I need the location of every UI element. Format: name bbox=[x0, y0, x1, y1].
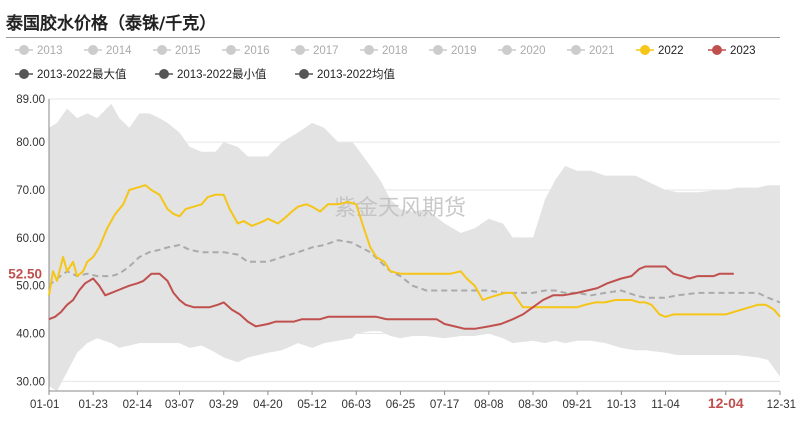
legend-marker-dot bbox=[159, 69, 169, 79]
legend-marker-dot bbox=[19, 45, 29, 55]
x-tick-label: 04-20 bbox=[253, 399, 282, 411]
y-axis: 89.00 80.00 70.00 60.00 50.00 40.00 30.00 bbox=[16, 94, 50, 391]
title-divider bbox=[6, 37, 780, 38]
legend-label: 2016 bbox=[244, 45, 270, 57]
legend-label: 2019 bbox=[451, 45, 477, 57]
legend-marker-dot bbox=[157, 45, 167, 55]
legend-label: 2013-2022最大值 bbox=[37, 67, 127, 81]
y-tick-label: 80.00 bbox=[16, 137, 45, 149]
legend-label: 2014 bbox=[106, 45, 132, 57]
legend-item: 2020 bbox=[498, 45, 546, 57]
legend-label: 2017 bbox=[313, 45, 339, 57]
x-tick-label: 07-17 bbox=[430, 399, 459, 411]
last-value-label: 52.50 bbox=[8, 267, 42, 282]
x-tick-label: 10-13 bbox=[607, 399, 636, 411]
legend-marker-dot bbox=[299, 69, 309, 79]
legend-label: 2013 bbox=[37, 45, 63, 57]
legend-item: 2021 bbox=[567, 45, 615, 57]
range-band-max-min bbox=[49, 103, 780, 392]
legend-item: 2013-2022最大值 bbox=[15, 67, 127, 81]
legend-marker-dot bbox=[571, 45, 581, 55]
legend-label: 2013-2022最小值 bbox=[177, 68, 267, 81]
series-2022-line bbox=[48, 184, 781, 318]
x-axis: 01-01 01-23 02-14 03-07 03-29 04-20 05-12 06-03… bbox=[30, 391, 796, 411]
x-tick-label: 01-01 bbox=[30, 399, 59, 411]
series-mean-line bbox=[48, 239, 781, 304]
x-tick-label: 09-21 bbox=[562, 399, 591, 411]
x-tick-label: 06-25 bbox=[386, 399, 415, 411]
y-tick-label: 50.00 bbox=[16, 281, 45, 293]
legend-marker-dot bbox=[226, 45, 236, 55]
series-2023-line bbox=[48, 265, 734, 330]
legend-item: 2013 bbox=[15, 45, 63, 57]
legend-item: 2019 bbox=[429, 45, 477, 57]
legend-marker-dot bbox=[295, 45, 305, 55]
legend-label: 2020 bbox=[520, 45, 546, 57]
y-tick-label: 60.00 bbox=[16, 233, 45, 245]
legend-marker-dot bbox=[433, 45, 443, 55]
legend-item: 2017 bbox=[291, 45, 339, 57]
legend-label: 2018 bbox=[382, 45, 408, 57]
legend-marker-dot bbox=[502, 45, 512, 55]
legend-label: 2021 bbox=[589, 45, 615, 57]
legend-item: 2016 bbox=[222, 45, 270, 57]
x-tick-label: 06-03 bbox=[342, 399, 371, 411]
legend-item: 2014 bbox=[84, 45, 132, 57]
legend-marker-dot bbox=[712, 45, 722, 55]
legend-label: 2013-2022均值 bbox=[317, 68, 395, 81]
series-lines bbox=[48, 184, 781, 330]
legend: 2013 2014 2015 2016 2017 2018 2019 2020 2021 2022… bbox=[15, 45, 756, 81]
legend-item: 2013-2022最小值 bbox=[155, 68, 267, 81]
legend-item: 2022 bbox=[636, 45, 684, 57]
legend-marker-dot bbox=[364, 45, 374, 55]
x-tick-label: 02-14 bbox=[123, 399, 153, 411]
y-tick-label: 70.00 bbox=[16, 185, 45, 197]
last-value-text: 52.50 bbox=[8, 267, 42, 282]
legend-item: 2013-2022均值 bbox=[295, 68, 395, 81]
watermark: 紫金天风期货 bbox=[334, 196, 466, 221]
x-tick-label: 08-30 bbox=[518, 399, 547, 411]
x-tick-label: 05-12 bbox=[297, 399, 326, 411]
x-tick-label: 08-08 bbox=[474, 399, 503, 411]
x-tick-label-highlight: 12-04 bbox=[708, 395, 744, 411]
x-tick-label: 03-07 bbox=[165, 399, 194, 411]
x-tick-label: 12-31 bbox=[767, 399, 796, 411]
x-tick-label: 11-04 bbox=[651, 399, 680, 411]
legend-item: 2018 bbox=[360, 45, 408, 57]
x-tick-label: 01-23 bbox=[78, 399, 107, 411]
chart-title: 泰国胶水价格（泰铢/千克） bbox=[6, 14, 217, 34]
legend-label: 2022 bbox=[658, 45, 684, 57]
legend-marker-dot bbox=[19, 69, 29, 79]
y-tick-label: 40.00 bbox=[16, 329, 45, 341]
legend-marker-dot bbox=[640, 45, 650, 55]
legend-item: 2023 bbox=[708, 45, 756, 57]
legend-marker-dot bbox=[88, 45, 98, 55]
legend-label: 2023 bbox=[730, 45, 756, 57]
legend-item: 2015 bbox=[153, 45, 201, 57]
x-tick-label: 03-29 bbox=[209, 399, 238, 411]
legend-label: 2015 bbox=[175, 45, 201, 57]
y-tick-label: 30.00 bbox=[16, 376, 45, 388]
y-tick-label: 89.00 bbox=[16, 94, 45, 106]
